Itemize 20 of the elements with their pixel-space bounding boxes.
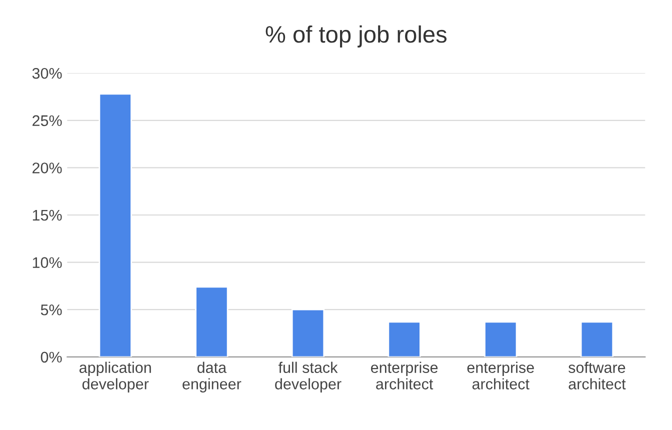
y-tick-label: 5%	[40, 304, 62, 316]
y-tick-label: 20%	[32, 162, 62, 174]
x-tick-label: application developer	[79, 362, 151, 392]
x-tick-label: enterprise architect	[371, 362, 438, 390]
y-tick-label: 15%	[32, 210, 62, 221]
y-tick-label: 0%	[40, 352, 62, 363]
bar	[195, 286, 228, 357]
y-tick-label: 25%	[32, 115, 62, 126]
x-tick-label: software architect	[568, 362, 626, 390]
bar	[580, 321, 614, 357]
bar	[388, 321, 421, 357]
bar	[98, 93, 132, 357]
bar	[484, 321, 518, 357]
x-tick-label: enterprise architect	[467, 362, 534, 390]
x-tick-label: data engineer	[182, 362, 242, 392]
x-tick-label: full stack developer	[275, 362, 342, 392]
y-tick-label: 30%	[32, 68, 62, 79]
chart-title: % of top job roles	[266, 25, 447, 48]
bar	[291, 308, 325, 357]
y-tick-label: 10%	[32, 257, 62, 268]
